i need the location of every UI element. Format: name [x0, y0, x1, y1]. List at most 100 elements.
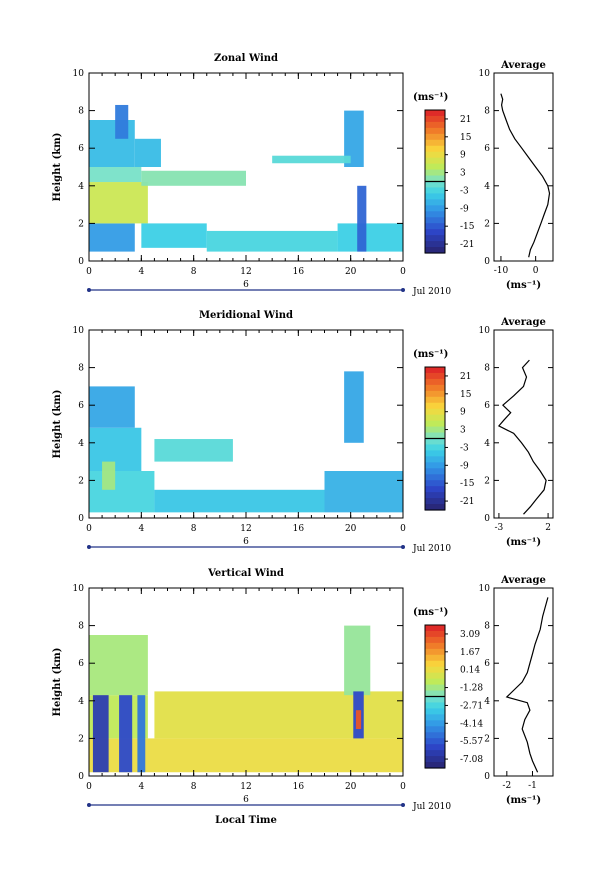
- colorbar-swatch: [425, 223, 445, 230]
- heatmap-cell: [344, 625, 371, 696]
- colorbar-swatch: [425, 498, 445, 505]
- heatmap-cell: [119, 695, 133, 773]
- date-label: Jul 2010: [412, 544, 451, 554]
- date-label: Jul 2010: [412, 802, 451, 812]
- x-tick-label: 0: [86, 267, 92, 277]
- colorbar-swatch: [425, 402, 445, 410]
- average-frame: [493, 329, 554, 519]
- x-tick-label: 16: [293, 524, 305, 534]
- date-bar-end: [401, 288, 405, 292]
- colorbar-swatch: [425, 408, 445, 416]
- average-y-tick-label: 0: [484, 514, 490, 524]
- average-x-tick-label: 0: [533, 266, 539, 276]
- colorbar-swatch: [425, 666, 445, 674]
- average-title: Average: [500, 575, 546, 586]
- average-unit: (ms⁻¹): [506, 537, 541, 548]
- average-frame: [493, 72, 554, 262]
- heatmap-cell: [357, 185, 367, 252]
- heatmap-cell: [206, 230, 338, 252]
- heatmap-cell: [89, 386, 135, 428]
- y-axis-label: Height (km): [52, 133, 63, 202]
- y-tick-label: 6: [78, 659, 84, 669]
- average-x-tick-label: -1: [528, 781, 537, 791]
- date-bar-end: [87, 803, 91, 807]
- x-tick-label: 12: [240, 267, 251, 277]
- colorbar-swatch: [425, 414, 445, 422]
- date-bar-end: [401, 545, 405, 549]
- heatmap-cell: [89, 223, 135, 252]
- colorbar-swatch: [425, 396, 445, 404]
- colorbar-swatch: [425, 372, 445, 380]
- colorbar-swatch: [425, 438, 445, 446]
- average-x-tick-label: -3: [495, 523, 504, 533]
- average-unit: (ms⁻¹): [506, 280, 541, 291]
- colorbar-swatch: [425, 193, 445, 200]
- colorbar-swatch: [425, 378, 445, 386]
- colorbar-swatch: [425, 151, 445, 159]
- heatmap-cell: [92, 695, 109, 773]
- colorbar-swatch: [425, 504, 445, 511]
- colorbar-swatch: [425, 486, 445, 493]
- date-bar-end: [401, 803, 405, 807]
- average-y-tick-label: 10: [479, 584, 491, 594]
- heatmap-field: [89, 371, 403, 513]
- panel-title: Meridional Wind: [199, 310, 293, 321]
- colorbar-swatch: [425, 199, 445, 206]
- colorbar-swatch: [425, 115, 445, 123]
- x-tick-label: 8: [191, 524, 197, 534]
- heatmap-cell: [154, 439, 233, 462]
- date-label: Jul 2010: [412, 287, 451, 297]
- x-tick-label: 12: [240, 524, 251, 534]
- y-tick-label: 0: [78, 772, 84, 782]
- heatmap-cell: [134, 138, 161, 167]
- average-y-tick-label: 0: [484, 772, 490, 782]
- colorbar-swatch: [425, 384, 445, 392]
- colorbar-swatch: [425, 480, 445, 487]
- y-tick-label: 4: [78, 697, 84, 707]
- date-tick-label: 6: [243, 537, 249, 547]
- colorbar-swatch: [425, 432, 445, 440]
- heatmap-cell: [89, 738, 403, 773]
- colorbar-tick-label: 3.09: [460, 630, 480, 640]
- date-tick-label: 6: [243, 280, 249, 290]
- colorbar-swatch: [425, 241, 445, 248]
- colorbar-swatch: [425, 163, 445, 171]
- colorbar-tick-label: -21: [460, 240, 475, 250]
- x-tick-label: 16: [293, 782, 305, 792]
- colorbar-tick-label: -7.08: [460, 755, 483, 765]
- x-tick-label: 4: [138, 524, 144, 534]
- average-y-tick-label: 10: [479, 69, 491, 79]
- colorbar-swatch: [425, 702, 445, 710]
- y-tick-label: 6: [78, 401, 84, 411]
- heatmap-cell: [89, 635, 148, 696]
- colorbar-swatch: [425, 696, 445, 704]
- colorbar-swatch: [425, 625, 445, 632]
- colorbar-swatch: [425, 684, 445, 692]
- x-tick-label: 20: [345, 524, 357, 534]
- heatmap-field: [89, 104, 403, 252]
- y-tick-label: 2: [78, 734, 84, 744]
- x-tick-label: 4: [138, 267, 144, 277]
- colorbar-swatch: [425, 175, 445, 183]
- colorbar-tick-label: 9: [460, 408, 466, 418]
- colorbar-swatch: [425, 474, 445, 481]
- colorbar-unit: (ms⁻¹): [413, 349, 448, 360]
- heatmap-cell: [355, 710, 362, 729]
- colorbar-tick-label: 15: [460, 390, 472, 400]
- heatmap-cell: [89, 182, 148, 224]
- colorbar-swatch: [425, 450, 445, 457]
- heatmap-cell: [89, 167, 142, 183]
- colorbar-swatch: [425, 157, 445, 165]
- x-axis-label: Local Time: [215, 815, 277, 826]
- y-axis-label: Height (km): [52, 648, 63, 717]
- panel-title: Zonal Wind: [214, 53, 278, 64]
- x-tick-label: 20: [345, 267, 357, 277]
- y-tick-label: 2: [78, 219, 84, 229]
- colorbar-tick-label: -5.57: [460, 737, 483, 747]
- colorbar-tick-label: 3: [460, 169, 466, 179]
- colorbar-tick-label: -1.28: [460, 684, 483, 694]
- x-tick-label: 0: [86, 524, 92, 534]
- colorbar-swatch: [425, 205, 445, 212]
- heatmap-cell: [324, 471, 403, 513]
- colorbar-swatch: [425, 456, 445, 463]
